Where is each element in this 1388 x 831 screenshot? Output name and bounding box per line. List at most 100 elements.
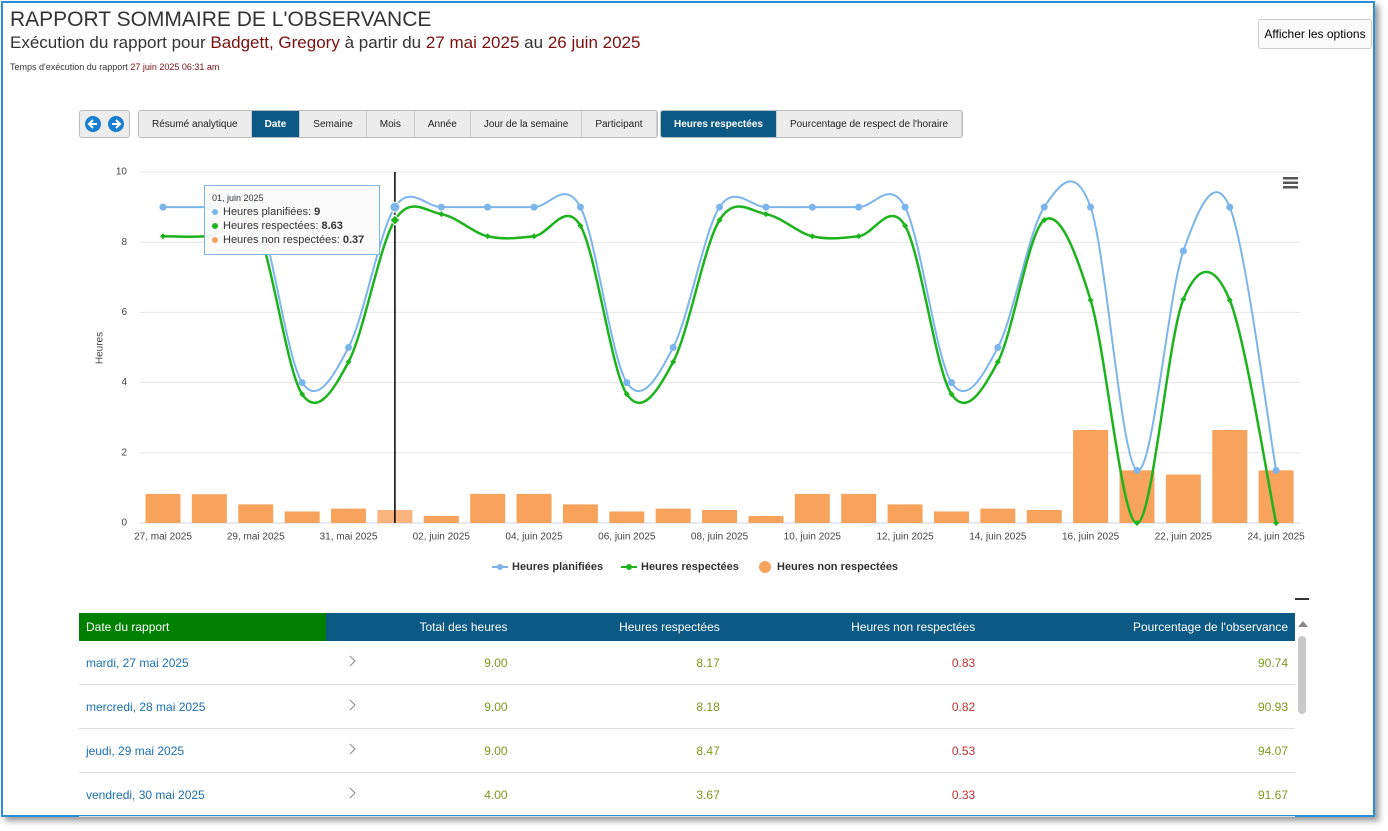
table-menu[interactable] <box>1295 598 1309 600</box>
bar <box>1258 470 1294 523</box>
chevron[interactable] <box>349 699 357 711</box>
cell: 0.33 <box>726 772 983 817</box>
options-button[interactable]: Afficher les options <box>1258 19 1372 49</box>
marker <box>438 211 445 218</box>
column-header: Total des heures <box>325 613 515 641</box>
marker <box>1087 203 1095 211</box>
chevron[interactable] <box>349 743 357 755</box>
tooltip-value: 0.37 <box>342 234 365 246</box>
legend-symbol <box>497 564 503 570</box>
x-tick-label: 24, juin 2025 <box>1247 532 1305 543</box>
date-link[interactable]: mardi, 27 mai 2025 <box>79 641 356 685</box>
tab[interactable]: Résumé analytique <box>139 111 252 137</box>
table-row: vendredi, 30 mai 2025 4.00 3.67 0.33 91.67 <box>79 772 1295 817</box>
marker <box>716 203 724 211</box>
tab[interactable]: Mois <box>366 111 415 137</box>
date-from: 27 mai 2025 <box>425 33 520 52</box>
column-header: Heures respectées <box>514 613 727 641</box>
nav-arrows <box>79 110 130 138</box>
x-tick-label: 12, juin 2025 <box>876 532 934 543</box>
legend-symbol <box>626 564 632 570</box>
marker <box>389 214 401 226</box>
marker <box>576 203 584 211</box>
x-tick-label: 22, juin 2025 <box>1155 532 1213 543</box>
marker <box>1273 520 1280 526</box>
bar <box>516 493 552 523</box>
chevron[interactable] <box>349 655 357 667</box>
cell: 8.18 <box>514 684 727 729</box>
marker <box>901 203 909 211</box>
date-link[interactable]: jeudi, 29 mai 2025 <box>79 728 356 773</box>
cell: 3.67 <box>514 772 727 817</box>
x-tick-label: 06, juin 2025 <box>598 532 656 543</box>
marker <box>299 391 306 398</box>
date-link[interactable]: mercredi, 28 mai 2025 <box>79 684 356 729</box>
marker <box>1272 466 1280 474</box>
bar <box>423 515 459 523</box>
y-tick-label: 8 <box>121 237 127 248</box>
data-table: Date du rapport Total des heures Heures re… <box>79 613 1295 817</box>
x-tick-label: 10, juin 2025 <box>784 532 842 543</box>
y-tick-label: 6 <box>121 307 127 318</box>
text: Exécution du rapport pour <box>10 33 206 52</box>
column-header: Pourcentage de l'observance <box>982 613 1295 641</box>
tab[interactable]: Date <box>251 111 301 137</box>
tooltip-label: Heures planifiées <box>223 206 308 218</box>
scroll-up[interactable] <box>1297 619 1309 629</box>
y-tick-label: 0 <box>121 518 127 529</box>
marker <box>345 344 353 351</box>
bar <box>470 493 506 523</box>
cell: 90.74 <box>982 641 1295 685</box>
cell: 8.17 <box>514 641 727 685</box>
y-axis-title: Heures <box>95 332 106 364</box>
bar <box>1073 429 1109 523</box>
legend-label: Heures planifiées <box>512 561 603 573</box>
next-button[interactable] <box>106 114 126 134</box>
prev-button[interactable] <box>83 114 103 134</box>
series-line <box>162 205 1278 525</box>
tooltip-dot <box>212 237 218 243</box>
series-line <box>162 180 1278 472</box>
report-subtitle: Exécution du rapport pour Badgett, Grego… <box>10 33 640 53</box>
marker <box>484 203 492 211</box>
y-tick-label: 10 <box>116 167 128 178</box>
bar <box>980 508 1016 523</box>
tab[interactable]: Heures respectées <box>661 111 777 137</box>
cell: 9.00 <box>325 641 515 685</box>
column-header: Date du rapport <box>79 613 326 641</box>
tab[interactable]: Participant <box>582 111 657 137</box>
bar <box>609 511 645 523</box>
tab[interactable]: Semaine <box>300 111 367 137</box>
cell: 91.67 <box>982 772 1295 817</box>
participant: Badgett, Gregory <box>210 33 340 52</box>
column-header: Heures non respectées <box>726 613 983 641</box>
chevron[interactable] <box>349 787 357 799</box>
marker <box>670 358 677 365</box>
legend-label: Heures respectées <box>641 561 739 573</box>
marker <box>159 203 167 211</box>
bar <box>145 493 181 523</box>
y-tick-label: 4 <box>121 377 127 388</box>
tab[interactable]: Pourcentage de respect de l'horaire <box>776 111 963 137</box>
cell: 0.82 <box>726 684 983 729</box>
marker <box>577 222 584 229</box>
bar <box>238 504 274 523</box>
tab[interactable]: Jour de la semaine <box>470 111 583 137</box>
marker <box>1180 296 1187 303</box>
table-row: mercredi, 28 mai 2025 9.00 8.18 0.82 90.93 <box>79 684 1295 729</box>
tooltip-dot <box>212 209 218 215</box>
date-link[interactable]: vendredi, 30 mai 2025 <box>79 772 356 817</box>
marker <box>531 233 538 240</box>
x-tick-label: 04, juin 2025 <box>505 532 563 543</box>
text: à partir du <box>344 33 422 52</box>
bar <box>841 493 877 523</box>
run-time: Temps d'exécution du rapport 27 juin 202… <box>10 62 219 72</box>
x-tick-label: 31, mai 2025 <box>320 532 378 543</box>
tooltip-row: Heures planifiées: 9 <box>212 205 372 219</box>
tab[interactable]: Année <box>414 111 471 137</box>
chart-menu[interactable] <box>1283 177 1298 189</box>
marker <box>1179 247 1187 255</box>
group-tabs: Résumé analytique Date Semaine Mois Année Jou… <box>138 110 658 138</box>
report-title: RAPPORT SOMMAIRE DE L'OBSERVANCE <box>10 8 432 31</box>
